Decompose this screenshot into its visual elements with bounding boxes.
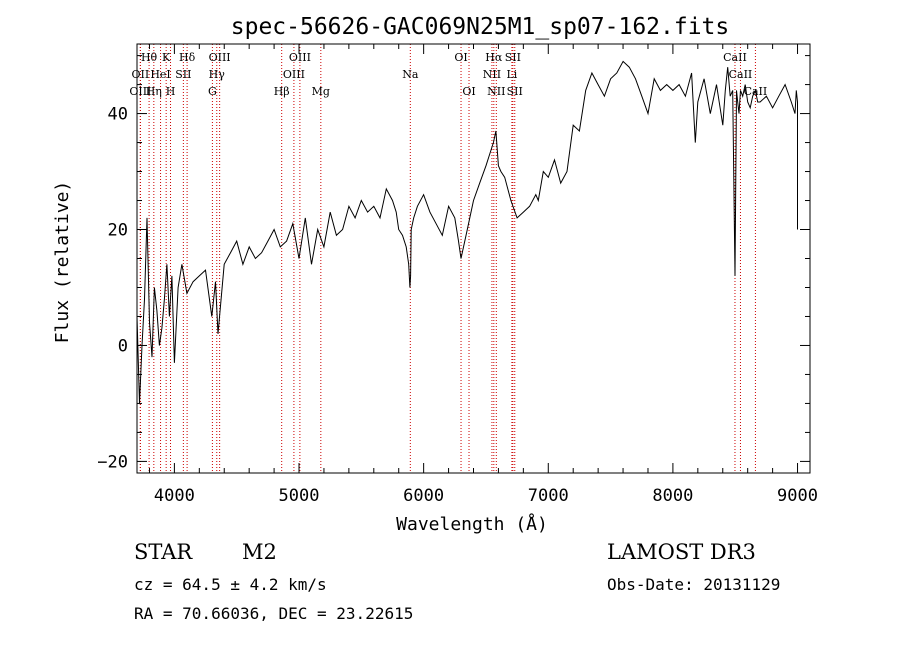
line-marker-label-18: OI	[462, 85, 475, 98]
x-tick-label-3: 7000	[528, 486, 569, 506]
x-tick-label-5: 9000	[777, 486, 818, 506]
x-tick-label-1: 5000	[279, 486, 320, 506]
obs-date-text: Obs-Date: 20131129	[607, 575, 781, 594]
line-marker-label-26: CaII	[729, 68, 753, 81]
y-axis-label: Flux (relative)	[52, 181, 73, 344]
line-marker-label-17: OI	[454, 51, 467, 64]
survey-name: LAMOST DR3	[607, 540, 756, 564]
line-marker-label-11: G	[208, 85, 217, 98]
line-marker-label-8: Hδ	[179, 51, 196, 64]
axis-ticks	[137, 44, 810, 473]
y-tick-label-1: 0	[118, 336, 128, 356]
y-tick-label-2: 20	[108, 221, 128, 241]
y-tick-label-3: 40	[108, 105, 128, 125]
line-marker-label-24: SII	[507, 85, 523, 98]
line-marker-label-12: Hβ	[274, 85, 290, 98]
line-marker-label-3: HeI	[150, 68, 170, 81]
line-marker-label-20: SII	[505, 51, 521, 64]
line-marker-label-15: Mg	[312, 85, 330, 98]
line-marker-label-group: Hθ OII OIII HeI Hη K SII H Hδ OIII Hγ G Hβ OIII OIII Mg…	[129, 51, 767, 98]
line-marker-label-22: Li	[506, 68, 517, 81]
line-marker-label-9: OIII	[209, 51, 231, 64]
line-marker-label-23: NII	[487, 85, 505, 98]
line-marker-label-13: OIII	[289, 51, 311, 64]
line-marker-label-6: SII	[175, 68, 191, 81]
object-class: STAR	[134, 540, 193, 564]
x-tick-label-0: 4000	[154, 486, 195, 506]
axis-tick-labels: 4000 5000 6000 7000 8000 9000 −20 0 20 40	[97, 105, 818, 506]
spectrum-series-line	[136, 60, 798, 404]
object-subclass: M2	[242, 540, 277, 564]
x-tick-label-2: 6000	[403, 486, 444, 506]
line-marker-label-25: CaII	[723, 51, 747, 64]
line-marker-label-2: OIII	[129, 85, 151, 98]
plot-frame	[136, 43, 811, 474]
x-axis-label: Wavelength (Å)	[396, 513, 548, 535]
line-marker-group	[139, 44, 756, 473]
redshift-text: cz = 64.5 ± 4.2 km/s	[134, 575, 327, 594]
line-marker-label-14: OIII	[283, 68, 305, 81]
line-marker-label-19: Hα	[485, 51, 503, 64]
coordinates-text: RA = 70.66036, DEC = 23.22615	[134, 604, 414, 623]
line-marker-label-1: OII	[132, 68, 150, 81]
chart-title: spec-56626-GAC069N25M1_sp07-162.fits	[231, 14, 730, 40]
line-marker-label-16: Na	[402, 68, 419, 81]
line-marker-label-5: K	[162, 51, 171, 64]
line-marker-label-0: Hθ	[141, 51, 158, 64]
y-tick-label-0: −20	[97, 452, 128, 472]
line-marker-label-21: NII	[483, 68, 501, 81]
line-marker-label-4: Hη	[146, 85, 162, 98]
x-tick-label-4: 8000	[652, 486, 693, 506]
line-marker-label-7: H	[166, 85, 176, 98]
line-marker-label-10: Hγ	[209, 68, 226, 81]
